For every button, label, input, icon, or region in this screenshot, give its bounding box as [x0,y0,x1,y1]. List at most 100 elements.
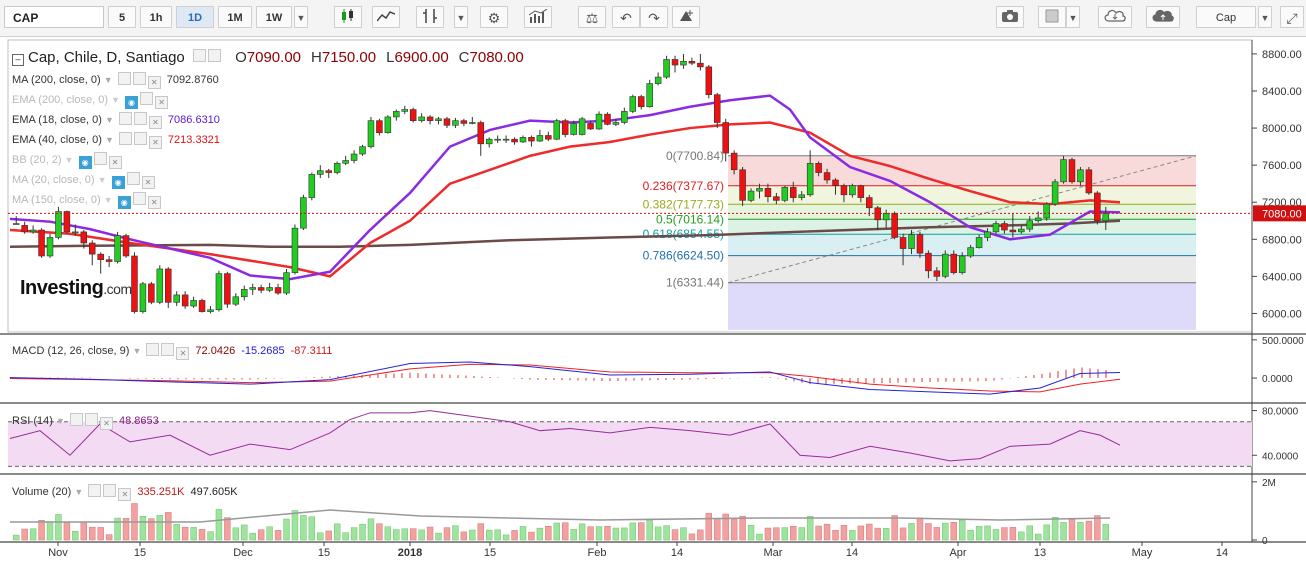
chart-type-caret-icon[interactable]: ▼ [454,6,468,28]
candle [435,118,442,121]
eye-icon[interactable]: ◉ [117,196,131,209]
symbol-input[interactable]: CAP [4,6,104,28]
eye-icon[interactable] [192,49,206,62]
volume-bar [967,529,974,541]
volume-bar [198,529,206,541]
volume-bar [502,534,510,541]
eye-icon[interactable]: ◉ [125,96,139,109]
close-icon[interactable]: ✕ [155,96,169,109]
close-icon[interactable]: ✕ [148,136,162,149]
redo-icon[interactable]: ↷ [640,6,668,28]
studies-icon[interactable] [524,6,552,28]
volume-bar [1009,527,1017,541]
template-caret-icon[interactable]: ▼ [1066,6,1080,28]
volume-bar [384,526,392,541]
legend-volume[interactable]: Volume (20) ▼ ✕ 335.251K 497.605K [12,484,238,501]
legend-ma20[interactable]: MA (20, close, 0) ▼ ◉ ✕ [12,172,155,189]
legend-ma150[interactable]: MA (150, close, 0) ▼ ◉ ✕ [12,192,161,209]
interval-1d-button[interactable]: 1D [176,6,214,28]
legend-bb[interactable]: BB (20, 2) ▼ ◉ ✕ [12,152,122,169]
x-tick-label: Feb [588,547,607,559]
eye-icon[interactable] [118,132,132,145]
close-icon[interactable]: ✕ [147,196,161,209]
legend-ema40[interactable]: EMA (40, close, 0) ▼ ✕ 7213.3321 [12,132,220,149]
candle [333,162,341,173]
candle [739,169,746,201]
chart-title: – Cap, Chile, D, Santiago O7090.00 H7150.0… [12,49,534,66]
legend-rsi[interactable]: RSI (14) ▼ ✕ 48.8653 [12,413,159,430]
gear-icon[interactable] [133,132,147,145]
legend-ema18[interactable]: EMA (18, close, 0) ▼ ✕ 7086.6310 [12,112,220,129]
close-icon[interactable]: ✕ [100,417,114,430]
gear-icon[interactable] [132,72,146,85]
eye-icon[interactable] [88,484,102,497]
indicator-icon[interactable] [416,6,444,28]
legend-macd[interactable]: MACD (12, 26, close, 9) ▼ ✕ 72.0426 -15.26… [12,343,333,360]
undo-icon[interactable]: ↶ [612,6,640,28]
fib-label: 0.5(7016.14) [656,212,724,226]
eye-icon[interactable] [118,112,132,125]
interval-1m-button[interactable]: 1M [218,6,252,28]
legend-ma200[interactable]: MA (200, close, 0) ▼ ✕ 7092.8760 [12,72,219,89]
close-icon[interactable]: ✕ [108,156,122,169]
eye-icon[interactable]: ◉ [78,156,92,169]
eye-icon[interactable] [70,413,84,426]
close-icon[interactable]: ✕ [148,116,162,129]
gear-icon[interactable] [126,172,140,185]
fib-label: 0.786(6624.50) [643,249,724,263]
candle [156,268,164,303]
settings-icon[interactable]: ⚙ [480,6,508,28]
candle [950,253,958,273]
volume-bar [773,527,780,541]
close-icon[interactable]: ✕ [147,76,161,89]
compare-icon[interactable]: ⚖ [578,6,606,28]
template-icon[interactable] [1038,6,1066,28]
gear-icon[interactable] [161,343,175,356]
volume-bar [21,528,28,541]
x-tick-label: Mar [764,547,783,559]
interval-5-button[interactable]: 5 [108,6,136,28]
candle [925,252,932,272]
candle [528,137,535,142]
camera-icon[interactable] [996,6,1024,28]
candle [992,223,1000,233]
volume-bar [578,523,586,541]
interval-1h-button[interactable]: 1h [140,6,172,28]
x-tick-label: Apr [949,547,966,559]
gear-icon[interactable] [93,152,107,165]
gear-icon[interactable] [85,413,99,426]
chart-area[interactable]: 0(7700.84)0.236(7377.67)0.382(7177.73)0.… [0,36,1306,562]
close-icon[interactable]: ✕ [141,176,155,189]
candle [485,138,493,145]
right-symbol-box[interactable]: Cap [1196,6,1256,28]
legend-ema200[interactable]: EMA (200, close, 0) ▼ ◉ ✕ [12,92,169,109]
collapse-icon[interactable]: – [12,54,24,66]
gear-icon[interactable] [207,49,221,62]
x-tick-label: Dec [233,547,253,559]
volume-bar [570,529,577,541]
candles-icon[interactable] [334,6,362,28]
eye-icon[interactable] [117,72,131,85]
gear-icon[interactable] [103,484,117,497]
fullscreen-icon[interactable]: ⤢ [1280,6,1304,28]
gear-icon[interactable] [140,92,154,105]
fib-zone [728,204,1196,220]
close-icon[interactable]: ✕ [176,347,190,360]
cloud-download-icon[interactable] [1098,6,1132,28]
right-symbol-caret-icon[interactable]: ▼ [1258,6,1272,28]
line-chart-icon[interactable] [372,6,400,28]
candle [460,120,468,124]
eye-icon[interactable]: ◉ [111,176,125,189]
interval-1w-button[interactable]: 1W [256,6,292,28]
volume-bar [333,523,341,541]
eye-icon[interactable] [146,343,160,356]
gear-icon[interactable] [132,192,146,205]
gear-icon[interactable] [133,112,147,125]
candle [359,146,366,155]
cloud-upload-icon[interactable] [1146,6,1180,28]
close-icon[interactable]: ✕ [118,488,132,501]
alert-icon[interactable] [672,6,700,28]
candle [570,123,577,135]
volume-bar [975,525,983,541]
interval-caret-icon[interactable]: ▼ [294,6,308,28]
